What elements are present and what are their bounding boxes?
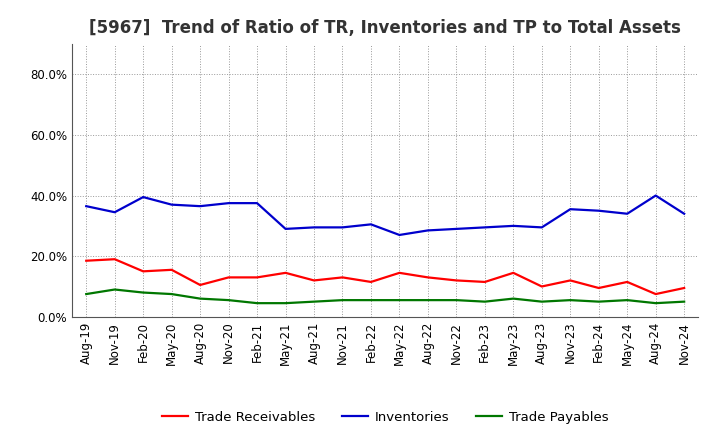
Inventories	[595, 208, 603, 213]
Trade Receivables	[366, 279, 375, 285]
Inventories	[310, 225, 318, 230]
Legend: Trade Receivables, Inventories, Trade Payables: Trade Receivables, Inventories, Trade Pa…	[157, 405, 613, 429]
Inventories	[680, 211, 688, 216]
Trade Receivables	[480, 279, 489, 285]
Trade Receivables	[196, 282, 204, 288]
Inventories	[652, 193, 660, 198]
Trade Receivables	[680, 286, 688, 291]
Trade Receivables	[167, 267, 176, 272]
Inventories	[282, 226, 290, 231]
Trade Payables	[196, 296, 204, 301]
Inventories	[225, 201, 233, 206]
Trade Receivables	[82, 258, 91, 264]
Trade Payables	[623, 297, 631, 303]
Trade Payables	[566, 297, 575, 303]
Trade Payables	[110, 287, 119, 292]
Trade Receivables	[395, 270, 404, 275]
Trade Payables	[423, 297, 432, 303]
Inventories	[566, 206, 575, 212]
Trade Payables	[366, 297, 375, 303]
Trade Receivables	[423, 275, 432, 280]
Inventories	[623, 211, 631, 216]
Trade Receivables	[652, 291, 660, 297]
Trade Payables	[537, 299, 546, 304]
Trade Payables	[282, 301, 290, 306]
Inventories	[253, 201, 261, 206]
Trade Payables	[452, 297, 461, 303]
Inventories	[452, 226, 461, 231]
Inventories	[82, 204, 91, 209]
Trade Receivables	[110, 257, 119, 262]
Inventories	[423, 228, 432, 233]
Trade Payables	[338, 297, 347, 303]
Trade Receivables	[566, 278, 575, 283]
Inventories	[509, 223, 518, 228]
Trade Receivables	[225, 275, 233, 280]
Trade Payables	[680, 299, 688, 304]
Trade Receivables	[509, 270, 518, 275]
Inventories	[537, 225, 546, 230]
Inventories	[110, 209, 119, 215]
Line: Trade Payables: Trade Payables	[86, 290, 684, 303]
Trade Payables	[595, 299, 603, 304]
Trade Payables	[225, 297, 233, 303]
Trade Payables	[480, 299, 489, 304]
Inventories	[366, 222, 375, 227]
Trade Payables	[167, 291, 176, 297]
Line: Inventories: Inventories	[86, 195, 684, 235]
Title: [5967]  Trend of Ratio of TR, Inventories and TP to Total Assets: [5967] Trend of Ratio of TR, Inventories…	[89, 19, 681, 37]
Trade Receivables	[310, 278, 318, 283]
Trade Receivables	[452, 278, 461, 283]
Line: Trade Receivables: Trade Receivables	[86, 259, 684, 294]
Trade Payables	[509, 296, 518, 301]
Trade Receivables	[282, 270, 290, 275]
Trade Receivables	[338, 275, 347, 280]
Trade Receivables	[595, 286, 603, 291]
Trade Payables	[139, 290, 148, 295]
Inventories	[338, 225, 347, 230]
Trade Receivables	[623, 279, 631, 285]
Trade Payables	[253, 301, 261, 306]
Trade Payables	[395, 297, 404, 303]
Inventories	[395, 232, 404, 238]
Trade Receivables	[537, 284, 546, 289]
Inventories	[167, 202, 176, 207]
Trade Payables	[310, 299, 318, 304]
Inventories	[139, 194, 148, 200]
Trade Payables	[652, 301, 660, 306]
Trade Receivables	[253, 275, 261, 280]
Inventories	[196, 204, 204, 209]
Trade Receivables	[139, 269, 148, 274]
Trade Payables	[82, 291, 91, 297]
Inventories	[480, 225, 489, 230]
